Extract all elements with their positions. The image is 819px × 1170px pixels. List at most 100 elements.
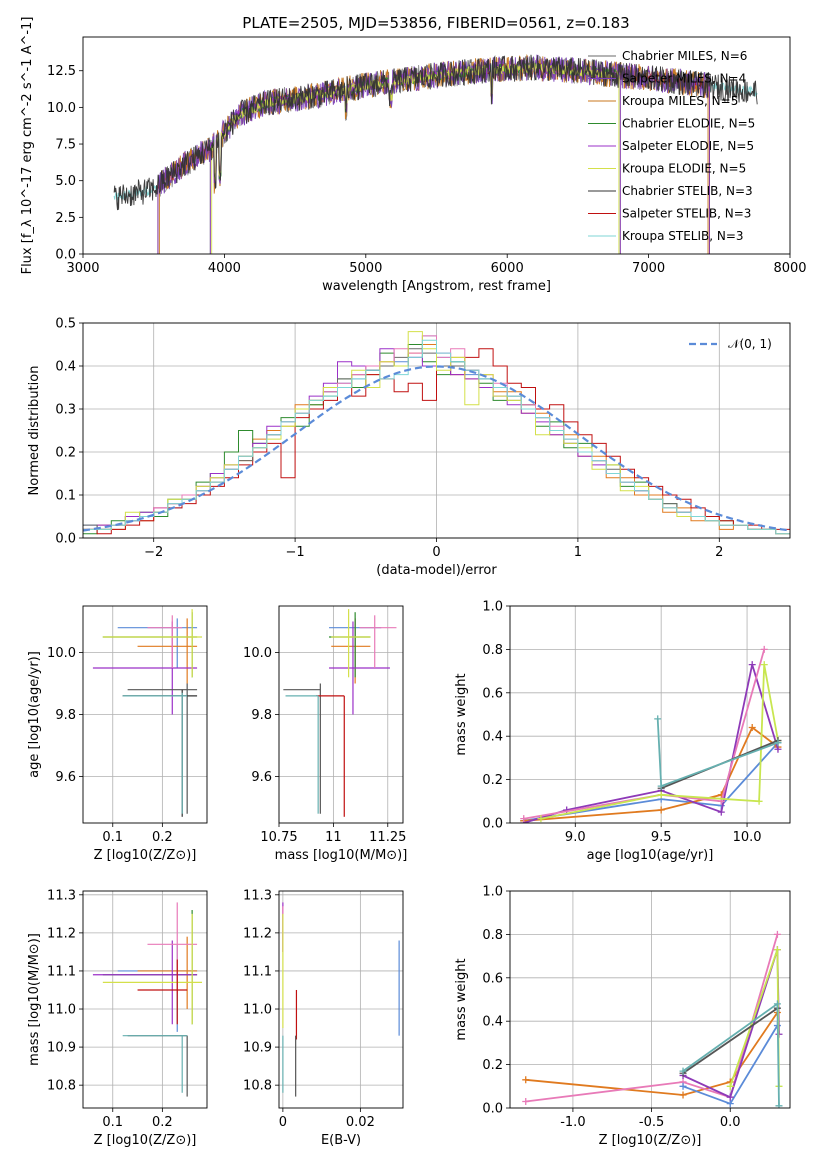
x-tick-label: −1 — [286, 545, 305, 560]
error-bar-6 — [127, 683, 198, 814]
plot-area-mass-weight-vs-age — [520, 645, 782, 823]
ticks-mass-weight-vs-age: 9.0 9.5 10.0 0.0 0.2 0.4 0.6 0.8 1.0 — [482, 600, 761, 846]
y-tick-label: 11.1 — [243, 964, 272, 979]
x-axis-label: Z [log10(Z/Z⊙)] — [94, 848, 197, 863]
y-tick-label: 9.6 — [55, 770, 76, 785]
y-tick-label: 10.0 — [47, 101, 76, 116]
axes-frame — [82, 36, 791, 255]
plot-area-age-vs-mass — [283, 609, 397, 817]
error-bar-4 — [359, 615, 397, 668]
ticks-age-vs-mass: 10.75 11 11.25 9.6 9.8 10.0 — [243, 646, 406, 845]
weight-marker — [654, 715, 662, 723]
weight-marker — [760, 661, 768, 669]
x-axis-label: wavelength [Angstrom, rest frame] — [322, 279, 551, 294]
y-tick-label: 12.5 — [47, 64, 76, 79]
spectrum-line-chabrier-stelib — [113, 54, 758, 211]
legend-label: 𝒩(0, 1) — [728, 337, 772, 351]
error-bar-8 — [122, 692, 188, 814]
figure-title: PLATE=2505, MJD=53856, FIBERID=0561, z=0… — [242, 14, 629, 32]
axes-frame — [82, 322, 791, 539]
error-bar-8 — [285, 695, 319, 814]
weight-marker — [773, 1000, 781, 1008]
weight-marker — [657, 782, 665, 790]
y-tick-label: 0.0 — [482, 817, 503, 832]
y-tick-label: 10.8 — [47, 1079, 76, 1094]
x-tick-label: 5000 — [349, 261, 382, 276]
error-bar-8 — [122, 1035, 188, 1093]
axes-residuals: −2 −1 0 1 2 0.0 0.1 0.2 0.3 0.4 0.5 (data-model)/er… — [27, 317, 791, 578]
y-tick-label: 10.0 — [243, 646, 272, 661]
axes-frame — [82, 890, 208, 1109]
weight-marker — [679, 1067, 687, 1075]
error-bar-2 — [102, 910, 198, 1025]
x-tick-label: -1.0 — [560, 1115, 585, 1130]
axes-frame — [278, 605, 404, 824]
error-bar-4 — [147, 615, 183, 668]
x-tick-label: 0 — [432, 545, 440, 560]
ticks-mass-vs-ebv: 0 0.02 10.8 10.9 11.0 11.1 11.2 11.3 — [243, 888, 375, 1130]
error-bar-5 — [102, 913, 203, 1025]
error-bar-3 — [92, 621, 198, 715]
x-axis-label: Z [log10(Z/Z⊙)] — [599, 1133, 702, 1148]
y-tick-label: 11.3 — [47, 888, 76, 903]
y-tick-label: 0.3 — [55, 403, 76, 418]
x-axis-label: mass [log10(M/M⊙)] — [275, 848, 408, 863]
y-tick-label: 2.5 — [55, 211, 76, 226]
weight-marker — [726, 1093, 734, 1101]
x-tick-label: 0.1 — [102, 1115, 123, 1130]
weight-line-3 — [682, 949, 780, 1099]
axes-age-vs-mass: 10.75 11 11.25 9.6 9.8 10.0 mass [log10(M/M⊙)] — [243, 605, 408, 863]
spectrum-line-salpeter-elodie — [209, 61, 621, 254]
axes-mass-weight-vs-z: -1.0 -0.5 0.0 0.0 0.2 0.4 0.6 0.8 1.0 Z [log10(Z/… — [454, 885, 791, 1148]
axes-spectrum: 3000 4000 5000 6000 7000 8000 0.0 2.5 5.0 7.5 10.0… — [20, 17, 807, 294]
y-tick-label: 10.0 — [47, 646, 76, 661]
weight-marker — [537, 815, 545, 823]
plot-area-age-vs-z — [92, 609, 203, 817]
ticks-mass-vs-z: 0.1 0.2 10.8 10.9 11.0 11.1 11.2 11.3 — [47, 888, 173, 1130]
x-tick-label: −2 — [144, 545, 163, 560]
y-tick-label: 0.4 — [482, 730, 503, 745]
x-tick-label: 1 — [574, 545, 582, 560]
y-tick-label: 11.3 — [243, 888, 272, 903]
y-tick-label: 0.1 — [55, 489, 76, 504]
x-tick-label: 0.2 — [152, 830, 173, 845]
x-tick-label: 7000 — [632, 261, 665, 276]
error-bar-7 — [127, 1035, 188, 1097]
spectrum-line-salpeter-stelib — [157, 62, 710, 254]
y-tick-label: 9.8 — [251, 708, 272, 723]
plot-area-mass-vs-ebv — [282, 902, 400, 1097]
x-tick-label: 2 — [715, 545, 723, 560]
error-bar-7 — [315, 695, 345, 817]
weight-line-5 — [682, 1007, 778, 1075]
x-axis-label: age [log10(age/yr)] — [587, 848, 714, 863]
axes-mass-vs-ebv: 0 0.02 10.8 10.9 11.0 11.1 11.2 11.3 E(B-V) — [243, 888, 404, 1148]
weight-line-0 — [525, 1011, 779, 1096]
x-tick-label: 8000 — [773, 261, 806, 276]
error-bar-1 — [137, 618, 198, 684]
weight-marker — [748, 661, 756, 669]
x-tick-label: 6000 — [491, 261, 524, 276]
axes-frame — [509, 605, 791, 824]
x-tick-label: 4000 — [208, 261, 241, 276]
weight-marker — [679, 1091, 687, 1099]
y-tick-label: 0.2 — [55, 446, 76, 461]
weight-marker — [748, 724, 756, 732]
x-tick-label: 0.2 — [152, 1115, 173, 1130]
y-tick-label: 11.2 — [243, 926, 272, 941]
y-tick-label: 11.0 — [243, 1003, 272, 1018]
y-tick-label: 5.0 — [55, 174, 76, 189]
ticks-age-vs-z: 0.1 0.2 9.6 9.8 10.0 — [47, 646, 173, 845]
axes-mass-weight-vs-age: 9.0 9.5 10.0 0.0 0.2 0.4 0.6 0.8 1.0 age [log10(a… — [454, 600, 791, 863]
plot-area-residuals — [83, 331, 790, 535]
y-axis-label: mass weight — [454, 673, 469, 755]
legend-label: Chabrier MILES, N=6 — [622, 49, 747, 63]
x-tick-label: 0.0 — [720, 1115, 741, 1130]
legend-label: Chabrier STELIB, N=3 — [622, 184, 753, 198]
y-tick-label: 0.0 — [55, 532, 76, 547]
error-bar-5 — [102, 609, 203, 678]
weight-marker — [522, 1097, 530, 1105]
y-axis-label: mass weight — [454, 958, 469, 1040]
y-tick-label: 0.8 — [482, 928, 503, 943]
x-tick-label: 11 — [325, 830, 342, 845]
